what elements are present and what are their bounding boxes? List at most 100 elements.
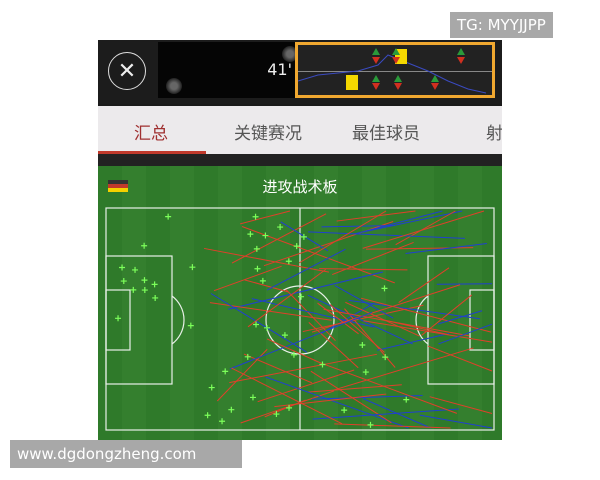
player-marker [165,213,172,220]
pass-arrow [421,294,473,336]
pass-arrow [353,210,443,235]
pass-arrow [334,284,394,319]
pass-arrow [229,353,377,384]
pass-arrow [380,318,449,336]
pass-arrow [231,213,327,264]
pass-arrow [419,414,493,429]
ball-icon [166,78,182,94]
player-marker [277,224,284,231]
player-marker [141,242,148,249]
pitch-lines [105,207,495,431]
player-marker [244,353,251,360]
pass-arrow [231,367,343,425]
player-marker [273,411,280,418]
tab-best-players[interactable]: 最佳球员 [352,124,420,144]
pass-arrow [360,297,492,333]
player-marker [141,277,148,284]
player-marker [259,277,266,284]
player-marker [285,258,292,265]
player-marker [228,406,235,413]
player-marker [293,243,300,250]
player-marker [253,321,260,328]
pass-arrow [398,267,450,303]
pass-arrow [229,311,373,370]
timeline-strip[interactable]: 41' [158,42,298,98]
pass-arrow [312,394,423,400]
tab-bar: 汇总 关键赛况 最佳球员 射 [98,106,502,154]
tab-summary[interactable]: 汇总 [134,124,168,144]
tactics-board: 进攻战术板 [98,166,502,440]
pass-arrow [244,279,289,293]
player-marker [151,281,158,288]
player-marker [263,324,270,331]
player-marker [359,341,366,348]
player-marker [247,231,254,238]
pass-arrow [266,248,346,291]
pass-arrow [308,231,465,239]
sub-out-icons [372,57,465,90]
match-minute: 41' [267,60,292,79]
pass-arrow [210,293,308,353]
player-marker [152,294,159,301]
pass-arrow [348,299,480,320]
player-marker [286,404,293,411]
player-marker [252,213,259,220]
pass-arrow [362,210,463,233]
yellow-card-icon [346,75,358,90]
pass-arrow [257,369,355,403]
player-marker [254,265,261,272]
pass-arrow [438,323,493,345]
pass-arrow [365,247,474,250]
pass-arrow [209,302,332,321]
pass-arrow [285,289,336,342]
pass-arrow [307,294,413,345]
player-marker [290,351,297,358]
pass-arrow [332,241,414,276]
tab-key-events[interactable]: 关键赛况 [234,124,302,144]
player-marker [262,232,269,239]
player-marker [381,285,388,292]
pass-arrow [240,210,291,225]
board-title: 进攻战术板 [262,178,338,196]
player-marker [341,407,348,414]
watermark-top: TG: MYYJJPP [450,12,553,38]
pass-arrow [405,243,487,254]
pass-arrow [429,396,493,415]
pass-arrow [311,284,461,333]
close-button[interactable]: ✕ [108,52,146,90]
player-marker [204,412,211,419]
pass-arrow [228,271,383,310]
player-marker [115,315,122,322]
pass-arrow [265,376,409,429]
event-chart [298,48,487,94]
player-marker [132,266,139,273]
timeline-window[interactable] [295,42,495,98]
pass-arrow [436,283,493,285]
tab-shots[interactable]: 射 [486,124,502,144]
player-marker [120,278,127,285]
player-marker [382,354,389,361]
pass-arrow [308,321,359,369]
germany-flag-icon [108,180,128,192]
player-marker [319,361,326,368]
match-app: ✕ 41' 汇总 关键赛况 最佳球员 射 进攻战术板 [98,40,502,440]
pass-arrow [334,423,451,429]
player-marker [403,396,410,403]
player-marker [130,286,137,293]
player-marker [222,368,229,375]
sub-in-icons [372,48,465,82]
pass-arrow [319,268,408,271]
player-marker [189,264,196,271]
pass-arrow [362,210,485,249]
pass-arrow [263,221,394,267]
pass-arrow [317,302,359,335]
player-marker [141,287,148,294]
pass-arrow [437,310,483,325]
player-marker [281,332,288,339]
pass-arrow [213,265,282,292]
player-marker [253,245,260,252]
player-marker [367,421,374,428]
pass-arrow [274,393,387,408]
player-marker [119,264,126,271]
pass-arrow [377,332,450,351]
